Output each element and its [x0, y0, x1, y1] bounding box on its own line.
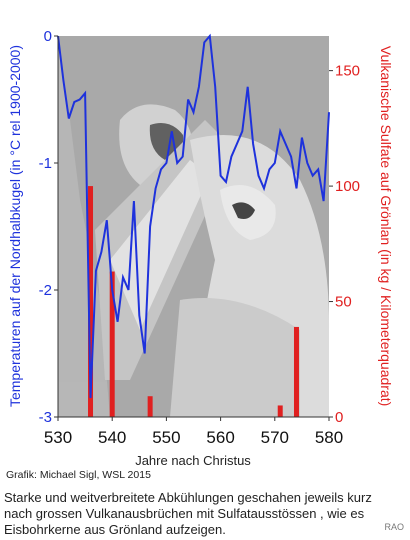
right-tick-label: 150	[335, 63, 360, 80]
sulfate-bar	[109, 271, 115, 417]
x-tick-label: 580	[315, 428, 343, 447]
x-tick-label: 550	[152, 428, 180, 447]
right-tick-label: 0	[335, 409, 343, 426]
right-tick-label: 100	[335, 178, 360, 195]
left-tick-label: 0	[44, 28, 52, 45]
right-axis-label: Vulkanische Sulfate auf Grönlan (in kg /…	[378, 46, 394, 407]
credit-text: Grafik: Michael Sigl, WSL 2015	[6, 469, 151, 481]
left-tick-label: -1	[39, 155, 52, 172]
x-tick-label: 540	[98, 428, 126, 447]
x-tick-label: 560	[206, 428, 234, 447]
chart: 0 -1 -2 -3 0 50 100 150 530 540 550 560 570 580 Jah…	[7, 28, 394, 468]
sulfate-bar	[88, 186, 94, 417]
sulfate-bar	[147, 396, 153, 417]
caption-text: Starke und weitverbreitete Abkühlungen g…	[4, 490, 372, 537]
sulfate-bar	[277, 405, 283, 417]
x-axis-label: Jahre nach Christus	[135, 453, 251, 468]
sulfate-bar	[293, 326, 299, 417]
watermark-text: RAO	[384, 522, 404, 532]
left-tick-label: -2	[39, 282, 52, 299]
x-tick-label: 530	[44, 428, 72, 447]
temperature-line	[57, 33, 330, 399]
left-axis-label: Temperaturen auf der Nordhalbkugel (in °…	[7, 45, 23, 407]
left-tick-label: -3	[39, 409, 52, 426]
right-tick-label: 50	[335, 294, 352, 311]
x-tick-label: 570	[261, 428, 289, 447]
